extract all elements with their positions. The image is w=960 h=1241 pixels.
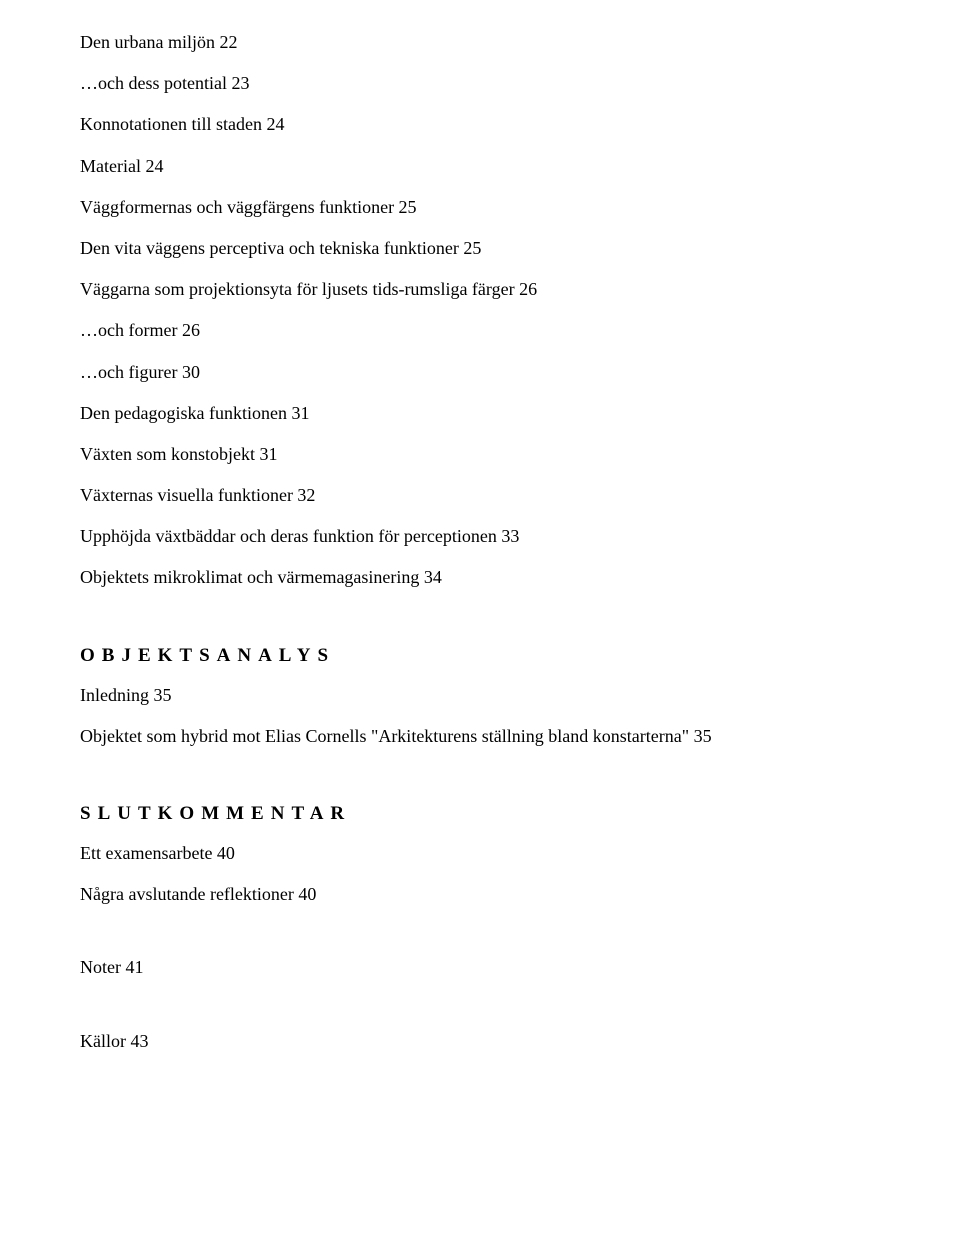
toc-entry: Upphöjda växtbäddar och deras funktion f… [80, 524, 880, 549]
toc-entry: Växternas visuella funktioner 32 [80, 483, 880, 508]
toc-entry: Material 24 [80, 154, 880, 179]
toc-container: Den urbana miljön 22 …och dess potential… [80, 30, 880, 1054]
toc-entry-kallor: Källor 43 [80, 1029, 880, 1054]
toc-entry: Ett examensarbete 40 [80, 841, 880, 866]
toc-entry: Den urbana miljön 22 [80, 30, 880, 55]
toc-entry: …och dess potential 23 [80, 71, 880, 96]
toc-entry: Några avslutande reflektioner 40 [80, 882, 880, 907]
toc-entry: …och former 26 [80, 318, 880, 343]
section-heading-slutkommentar: SLUTKOMMENTAR [80, 803, 880, 825]
toc-entry: Objektets mikroklimat och värmemagasiner… [80, 565, 880, 590]
toc-entry: Den pedagogiska funktionen 31 [80, 401, 880, 426]
toc-entry: Väggformernas och väggfärgens funktioner… [80, 195, 880, 220]
toc-entry-noter: Noter 41 [80, 955, 880, 980]
toc-entry: Inledning 35 [80, 683, 880, 708]
toc-entry: …och figurer 30 [80, 360, 880, 385]
toc-entry: Den vita väggens perceptiva och tekniska… [80, 236, 880, 261]
toc-entry: Växten som konstobjekt 31 [80, 442, 880, 467]
toc-entry: Konnotationen till staden 24 [80, 112, 880, 137]
section-heading-objektsanalys: OBJEKTSANALYS [80, 645, 880, 667]
toc-entry: Objektet som hybrid mot Elias Cornells "… [80, 724, 880, 749]
toc-entry: Väggarna som projektionsyta för ljusets … [80, 277, 880, 302]
